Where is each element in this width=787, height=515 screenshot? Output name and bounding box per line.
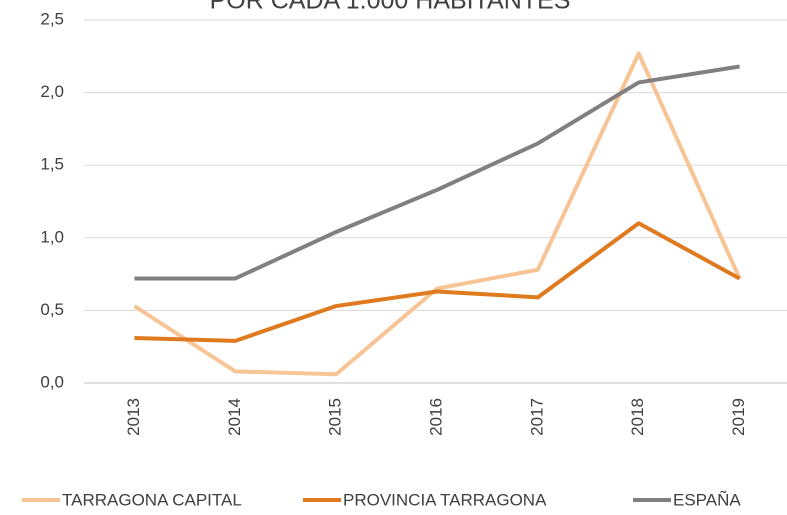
- legend-label: PROVINCIA TARRAGONA: [343, 490, 547, 509]
- legend-label: TARRAGONA CAPITAL: [62, 490, 242, 509]
- series-line: [133, 51, 742, 377]
- y-tick-label: 2,0: [40, 82, 64, 101]
- x-tick-label: 2013: [124, 398, 143, 436]
- y-tick-label: 1,5: [40, 155, 64, 174]
- y-tick-label: 0,0: [40, 372, 64, 391]
- series-line: [134, 221, 741, 343]
- x-tick-label: 2015: [326, 398, 345, 436]
- x-tick-label: 2019: [729, 398, 748, 436]
- series-line: [134, 64, 740, 281]
- x-tick-label: 2017: [527, 398, 546, 436]
- legend-label: ESPAÑA: [673, 490, 741, 509]
- y-tick-label: 2,5: [40, 9, 64, 28]
- y-tick-label: 1,0: [40, 227, 64, 246]
- chart-title: POR CADA 1.000 HABITANTES: [210, 0, 571, 15]
- x-tick-label: 2014: [225, 398, 244, 436]
- x-tick-label: 2016: [426, 398, 445, 436]
- x-tick-label: 2018: [628, 398, 647, 436]
- y-tick-label: 0,5: [40, 300, 64, 319]
